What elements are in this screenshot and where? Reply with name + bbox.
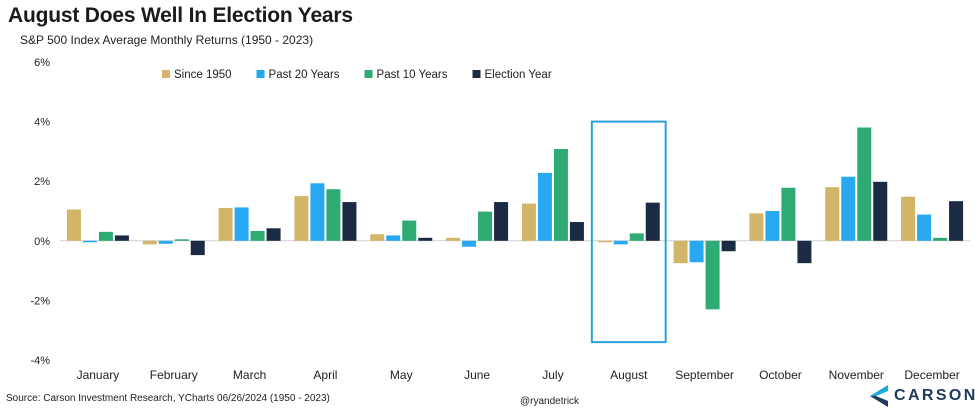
legend-swatch [162,70,170,78]
x-tick-label: January [77,368,120,382]
x-tick-label: July [542,368,563,382]
y-tick-label: -2% [30,295,50,307]
bar-june-past-20-years [462,240,477,247]
bar-january-since-1950 [66,209,81,241]
bar-august-past-10-years [629,233,644,241]
bar-march-past-10-years [250,230,265,241]
bar-december-past-10-years [933,237,948,241]
august-highlight-box [590,120,667,344]
bar-november-election-year [873,181,888,241]
bar-december-since-1950 [901,196,916,241]
chart-title: August Does Well In Election Years [8,4,353,27]
y-tick-label: 4% [34,117,50,129]
bar-september-past-20-years [689,240,704,263]
bar-september-since-1950 [673,240,688,264]
bar-august-election-year [645,202,660,241]
x-tick-label: October [759,368,802,382]
bar-february-since-1950 [142,240,157,245]
source-note: Source: Carson Investment Research, YCha… [6,393,330,404]
bar-september-election-year [721,240,736,252]
bar-april-since-1950 [294,196,309,241]
chart-subtitle: S&P 500 Index Average Monthly Returns (1… [20,33,314,47]
brand-name: CARSON [894,387,975,404]
bar-september-past-10-years [705,240,720,310]
legend-label: Past 10 Years [377,69,448,81]
bar-may-past-10-years [402,220,417,241]
bar-march-election-year [266,228,281,241]
x-tick-label: April [313,368,337,382]
bar-march-since-1950 [218,208,233,241]
bar-october-since-1950 [749,213,764,241]
bar-october-election-year [797,240,812,264]
x-tick-label: June [464,368,490,382]
y-tick-label: 0% [34,236,50,248]
bar-december-election-year [949,201,964,241]
legend-label: Election Year [485,69,552,81]
bar-february-past-20-years [158,240,173,244]
bar-july-since-1950 [521,203,536,241]
bar-april-election-year [342,202,357,241]
legend-label: Past 20 Years [269,69,340,81]
author-handle: @ryandetrick [520,396,580,407]
bar-july-past-10-years [553,149,568,241]
bar-january-past-10-years [98,231,113,241]
legend-label: Since 1950 [174,69,232,81]
bar-june-election-year [494,202,509,241]
bar-january-election-year [114,235,129,241]
bar-november-since-1950 [825,187,840,241]
bar-august-past-20-years [613,240,628,245]
x-tick-label: February [150,368,198,382]
bar-january-past-20-years [82,240,97,243]
bar-november-past-20-years [841,176,856,241]
legend-swatch [364,70,373,78]
bar-december-past-20-years [917,214,932,241]
x-tick-label: November [829,368,884,382]
bar-july-past-20-years [537,172,552,241]
bar-february-past-10-years [174,239,189,241]
bar-april-past-20-years [310,183,325,241]
bar-june-past-10-years [478,211,493,241]
y-tick-label: 2% [34,176,50,188]
bar-august-since-1950 [597,240,612,243]
x-tick-label: March [233,368,266,382]
bar-july-election-year [569,222,584,241]
bar-may-election-year [418,237,433,241]
bar-october-past-10-years [781,187,796,241]
carson-logo-icon [870,385,888,407]
legend-swatch [256,70,265,78]
x-tick-label: August [610,368,648,382]
brand-logo: CARSON [868,383,975,409]
legend-swatch [472,70,481,78]
y-tick-label: 6% [34,57,50,69]
bar-february-election-year [190,240,205,256]
bar-june-since-1950 [446,237,461,241]
x-tick-label: May [390,368,413,382]
y-tick-label: -4% [30,355,50,367]
bar-october-past-20-years [765,211,780,241]
bar-april-past-10-years [326,189,341,241]
x-tick-label: December [904,368,959,382]
bar-may-past-20-years [386,235,401,241]
x-tick-label: September [675,368,734,382]
bar-november-past-10-years [857,127,872,241]
bar-may-since-1950 [370,234,385,241]
bar-march-past-20-years [234,207,249,241]
